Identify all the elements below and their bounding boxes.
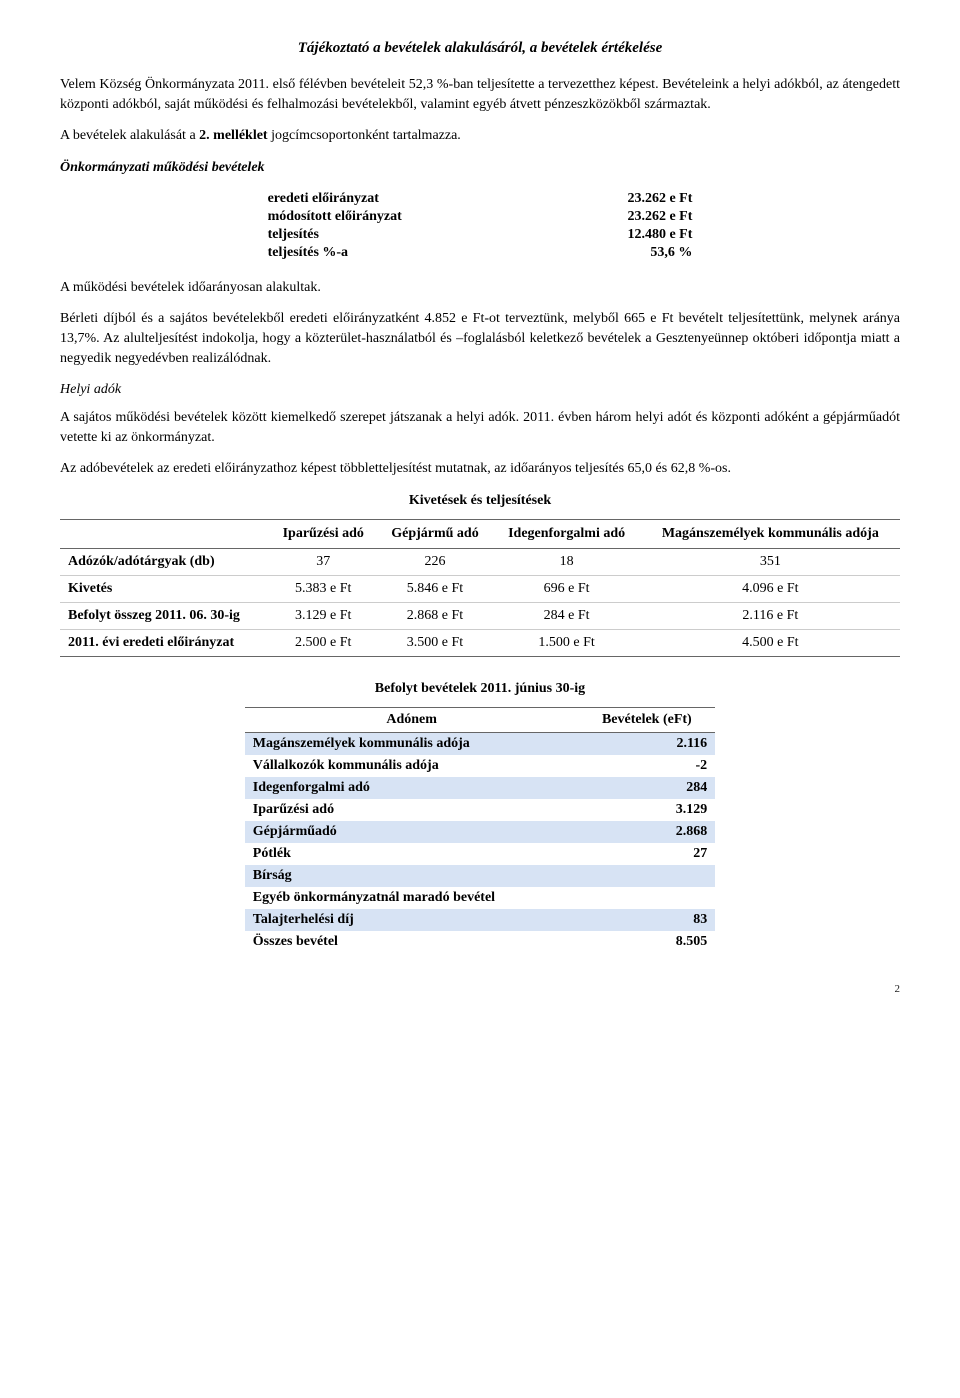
table-cell: Magánszemélyek kommunális adója bbox=[245, 732, 579, 755]
table-row: Vállalkozók kommunális adója-2 bbox=[245, 755, 715, 777]
table-cell: 2.116 bbox=[578, 732, 715, 755]
table-row: Kivetés5.383 e Ft5.846 e Ft696 e Ft4.096… bbox=[60, 575, 900, 602]
table-cell: eredeti előirányzat bbox=[262, 190, 548, 208]
text: A bevételek alakulását a bbox=[60, 128, 199, 143]
table-cell: 696 e Ft bbox=[493, 575, 641, 602]
table-cell: 2.116 e Ft bbox=[641, 602, 900, 629]
table-cell: Pótlék bbox=[245, 843, 579, 865]
paragraph-melleklet: A bevételek alakulását a 2. melléklet jo… bbox=[60, 126, 900, 146]
table-cell: 226 bbox=[377, 548, 492, 575]
paragraph-helyi2: Az adóbevételek az eredeti előirányzatho… bbox=[60, 459, 900, 479]
eloiranyzat-table: eredeti előirányzat23.262 e Ftmódosított… bbox=[262, 190, 699, 262]
table-cell: Összes bevétel bbox=[245, 931, 579, 953]
table-cell: Bírság bbox=[245, 865, 579, 887]
table-header: Gépjármű adó bbox=[377, 519, 492, 548]
table-cell: 18 bbox=[493, 548, 641, 575]
table-cell: Idegenforgalmi adó bbox=[245, 777, 579, 799]
table-cell: 3.500 e Ft bbox=[377, 629, 492, 656]
paragraph-berleti: Bérleti díjból és a sajátos bevételekből… bbox=[60, 309, 900, 368]
table-header: Magánszemélyek kommunális adója bbox=[641, 519, 900, 548]
table-cell: 4.096 e Ft bbox=[641, 575, 900, 602]
table-row: Gépjárműadó2.868 bbox=[245, 821, 715, 843]
section-heading-helyi-adok: Helyi adók bbox=[60, 382, 900, 398]
table-cell: 37 bbox=[269, 548, 377, 575]
section-heading-onkormanyzati: Önkormányzati működési bevételek bbox=[60, 160, 900, 176]
table-cell: 23.262 e Ft bbox=[548, 208, 699, 226]
table-row: teljesítés %-a53,6 % bbox=[262, 244, 699, 262]
kivetesek-title: Kivetések és teljesítések bbox=[60, 493, 900, 509]
befolyt-title: Befolyt bevételek 2011. június 30-ig bbox=[60, 681, 900, 697]
table-cell: 2.868 bbox=[578, 821, 715, 843]
paragraph-mukodesi: A működési bevételek időarányosan alakul… bbox=[60, 278, 900, 298]
table-row: Magánszemélyek kommunális adója2.116 bbox=[245, 732, 715, 755]
table-cell: Iparűzési adó bbox=[245, 799, 579, 821]
table-cell bbox=[578, 887, 715, 909]
paragraph-intro: Velem Község Önkormányzata 2011. első fé… bbox=[60, 75, 900, 114]
table-cell: 2.868 e Ft bbox=[377, 602, 492, 629]
table-row: Pótlék27 bbox=[245, 843, 715, 865]
table-cell: 83 bbox=[578, 909, 715, 931]
table-cell: Egyéb önkormányzatnál maradó bevétel bbox=[245, 887, 579, 909]
table-cell: 5.846 e Ft bbox=[377, 575, 492, 602]
table-row: Adózók/adótárgyak (db)3722618351 bbox=[60, 548, 900, 575]
table-cell: 1.500 e Ft bbox=[493, 629, 641, 656]
table-row: Összes bevétel8.505 bbox=[245, 931, 715, 953]
befolyt-table: AdónemBevételek (eFt) Magánszemélyek kom… bbox=[245, 707, 715, 953]
text: jogcímcsoportonként tartalmazza. bbox=[268, 128, 461, 143]
table-cell: -2 bbox=[578, 755, 715, 777]
table-cell: módosított előirányzat bbox=[262, 208, 548, 226]
table-cell: Befolyt összeg 2011. 06. 30-ig bbox=[60, 602, 269, 629]
table-cell: 284 bbox=[578, 777, 715, 799]
table-cell: teljesítés bbox=[262, 226, 548, 244]
table-cell: 5.383 e Ft bbox=[269, 575, 377, 602]
table-header: Iparűzési adó bbox=[269, 519, 377, 548]
table-cell bbox=[578, 865, 715, 887]
table-row: Talajterhelési díj83 bbox=[245, 909, 715, 931]
table-cell: 284 e Ft bbox=[493, 602, 641, 629]
page-number: 2 bbox=[60, 983, 900, 995]
table-cell: 3.129 bbox=[578, 799, 715, 821]
table-cell: Gépjárműadó bbox=[245, 821, 579, 843]
table-header: Adónem bbox=[245, 707, 579, 732]
table-cell: 23.262 e Ft bbox=[548, 190, 699, 208]
table-cell: 4.500 e Ft bbox=[641, 629, 900, 656]
table-row: teljesítés12.480 e Ft bbox=[262, 226, 699, 244]
table-cell: Talajterhelési díj bbox=[245, 909, 579, 931]
table-header bbox=[60, 519, 269, 548]
table-row: eredeti előirányzat23.262 e Ft bbox=[262, 190, 699, 208]
table-cell: 351 bbox=[641, 548, 900, 575]
table-row: Befolyt összeg 2011. 06. 30-ig3.129 e Ft… bbox=[60, 602, 900, 629]
table-cell: 27 bbox=[578, 843, 715, 865]
table-row: 2011. évi eredeti előirányzat2.500 e Ft3… bbox=[60, 629, 900, 656]
melleklet-ref: 2. melléklet bbox=[199, 128, 267, 143]
table-cell: 12.480 e Ft bbox=[548, 226, 699, 244]
table-row: Bírság bbox=[245, 865, 715, 887]
table-cell: 8.505 bbox=[578, 931, 715, 953]
table-row: Iparűzési adó3.129 bbox=[245, 799, 715, 821]
paragraph-helyi1: A sajátos működési bevételek között kiem… bbox=[60, 408, 900, 447]
table-cell: Kivetés bbox=[60, 575, 269, 602]
table-row: Egyéb önkormányzatnál maradó bevétel bbox=[245, 887, 715, 909]
table-cell: 2.500 e Ft bbox=[269, 629, 377, 656]
kivetesek-table: Iparűzési adóGépjármű adóIdegenforgalmi … bbox=[60, 519, 900, 657]
table-row: módosított előirányzat23.262 e Ft bbox=[262, 208, 699, 226]
table-header: Idegenforgalmi adó bbox=[493, 519, 641, 548]
table-cell: 2011. évi eredeti előirányzat bbox=[60, 629, 269, 656]
page-title: Tájékoztató a bevételek alakulásáról, a … bbox=[60, 40, 900, 57]
table-cell: 53,6 % bbox=[548, 244, 699, 262]
table-cell: 3.129 e Ft bbox=[269, 602, 377, 629]
table-row: Idegenforgalmi adó284 bbox=[245, 777, 715, 799]
table-header: Bevételek (eFt) bbox=[578, 707, 715, 732]
table-cell: teljesítés %-a bbox=[262, 244, 548, 262]
table-cell: Vállalkozók kommunális adója bbox=[245, 755, 579, 777]
table-cell: Adózók/adótárgyak (db) bbox=[60, 548, 269, 575]
